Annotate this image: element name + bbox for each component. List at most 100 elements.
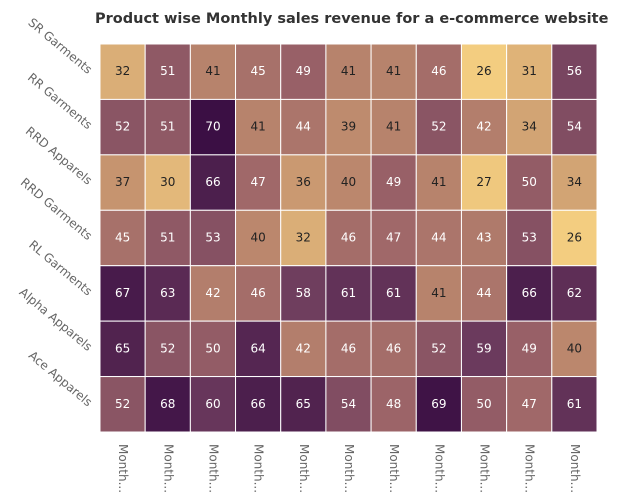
x-tick-label: Month...: [432, 444, 446, 493]
heat-cell: [235, 209, 282, 267]
heat-cell: [551, 98, 598, 156]
y-tick-label: SR Garments: [25, 15, 94, 76]
cell-label: 40: [567, 341, 582, 355]
cell-label: 46: [250, 286, 265, 300]
heat-cell: [506, 376, 553, 433]
cell-label: 41: [431, 286, 446, 300]
cell-label: 41: [250, 120, 265, 134]
cell-label: 66: [522, 286, 537, 300]
cell-label: 50: [476, 397, 491, 411]
heat-cell: [325, 376, 372, 433]
cell-label: 49: [386, 175, 401, 189]
heat-cell: [415, 376, 462, 433]
cell-label: 64: [250, 341, 265, 355]
cell-label: 67: [115, 286, 130, 300]
x-tick-label: Month...: [568, 444, 582, 493]
x-tick-label: Month...: [297, 444, 311, 493]
cell-label: 44: [476, 286, 491, 300]
cell-label: 69: [431, 397, 446, 411]
cell-label: 34: [522, 120, 537, 134]
cell-label: 65: [115, 341, 130, 355]
cell-label: 58: [296, 286, 311, 300]
heat-cell: [370, 98, 417, 156]
heat-cell: [460, 154, 508, 211]
heat-cell: [189, 98, 237, 156]
heat-cell: [370, 209, 417, 267]
heat-cell: [415, 43, 462, 100]
heat-cell: [460, 98, 508, 156]
cell-label: 41: [205, 64, 220, 78]
cell-label: 40: [341, 175, 356, 189]
cell-label: 45: [250, 64, 265, 78]
cell-label: 42: [296, 341, 311, 355]
heat-cell: [235, 265, 282, 322]
cell-label: 54: [341, 397, 356, 411]
heat-cell: [506, 98, 553, 156]
cell-label: 44: [296, 120, 311, 134]
heat-cell: [460, 265, 508, 322]
cell-label: 61: [341, 286, 356, 300]
cell-label: 46: [386, 341, 401, 355]
cell-label: 56: [567, 64, 582, 78]
y-tick-label: RR Garments: [25, 70, 95, 132]
heat-cell: [189, 265, 237, 322]
cell-label: 26: [567, 231, 582, 245]
cell-label: 41: [341, 64, 356, 78]
cell-label: 37: [115, 175, 130, 189]
heat-cell: [280, 265, 327, 322]
cell-label: 53: [522, 231, 537, 245]
heat-cell: [325, 265, 372, 322]
x-tick-label: Month...: [252, 444, 266, 493]
heat-cell: [99, 265, 146, 322]
cell-label: 27: [476, 175, 491, 189]
heat-cell: [235, 376, 282, 433]
heat-cell: [370, 265, 417, 322]
cell-label: 47: [522, 397, 537, 411]
cell-label: 63: [160, 286, 175, 300]
heat-cell: [235, 320, 282, 378]
heat-cell: [99, 154, 146, 211]
cell-label: 52: [431, 120, 446, 134]
chart-title: Product wise Monthly sales revenue for a…: [95, 11, 609, 27]
heat-cell: [144, 265, 191, 322]
x-tick-label: Month...: [478, 444, 492, 493]
cell-label: 51: [160, 231, 175, 245]
y-tick-label: RRD Apparels: [23, 124, 95, 188]
heat-cell: [506, 265, 553, 322]
x-tick-label: Month...: [116, 444, 130, 493]
heat-cell: [506, 209, 553, 267]
cell-label: 41: [431, 175, 446, 189]
cell-label: 70: [205, 120, 220, 134]
cell-label: 42: [205, 286, 220, 300]
cell-label: 52: [115, 120, 130, 134]
heat-cell: [460, 320, 508, 378]
heat-cell: [460, 209, 508, 267]
heat-cell: [189, 209, 237, 267]
heat-cell: [325, 320, 372, 378]
cell-label: 51: [160, 120, 175, 134]
heat-cell: [551, 265, 598, 322]
heat-cell: [370, 376, 417, 433]
heat-cell: [370, 154, 417, 211]
cell-label: 26: [476, 64, 491, 78]
heat-cell: [460, 376, 508, 433]
cell-label: 39: [341, 120, 356, 134]
cell-label: 45: [115, 231, 130, 245]
cell-label: 66: [205, 175, 220, 189]
cell-label: 49: [522, 341, 537, 355]
cell-label: 62: [567, 286, 582, 300]
cell-label: 54: [567, 120, 582, 134]
heat-cell: [99, 43, 146, 100]
cell-label: 31: [522, 64, 537, 78]
cell-label: 32: [115, 64, 130, 78]
cell-label: 52: [115, 397, 130, 411]
cell-label: 50: [205, 341, 220, 355]
cell-label: 51: [160, 64, 175, 78]
heat-cell: [551, 209, 598, 267]
heat-cell: [144, 43, 191, 100]
heat-cell: [551, 376, 598, 433]
cell-label: 52: [160, 341, 175, 355]
heat-cell: [99, 320, 146, 378]
cell-label: 60: [205, 397, 220, 411]
